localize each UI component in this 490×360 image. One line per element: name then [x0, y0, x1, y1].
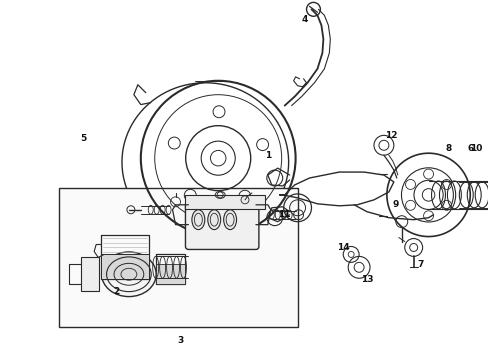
- Bar: [101, 255, 149, 279]
- Text: 9: 9: [392, 200, 399, 209]
- Text: 8: 8: [445, 144, 452, 153]
- Text: 11: 11: [278, 210, 291, 219]
- Text: 13: 13: [361, 275, 373, 284]
- Ellipse shape: [101, 252, 156, 297]
- Ellipse shape: [208, 210, 220, 230]
- Ellipse shape: [223, 210, 237, 230]
- Bar: [59, 188, 297, 327]
- Bar: [185, 195, 265, 209]
- Bar: [156, 264, 185, 284]
- Text: 2: 2: [113, 287, 119, 296]
- Text: 12: 12: [385, 131, 397, 140]
- Bar: [81, 257, 99, 291]
- Text: 6: 6: [467, 144, 473, 153]
- Text: 7: 7: [417, 260, 424, 269]
- FancyBboxPatch shape: [185, 202, 259, 249]
- Ellipse shape: [192, 210, 205, 230]
- Text: 10: 10: [470, 144, 482, 153]
- Text: 5: 5: [80, 134, 86, 143]
- Text: 14: 14: [337, 243, 349, 252]
- Text: 3: 3: [177, 336, 184, 345]
- Text: 1: 1: [265, 151, 271, 160]
- Text: 4: 4: [301, 15, 308, 24]
